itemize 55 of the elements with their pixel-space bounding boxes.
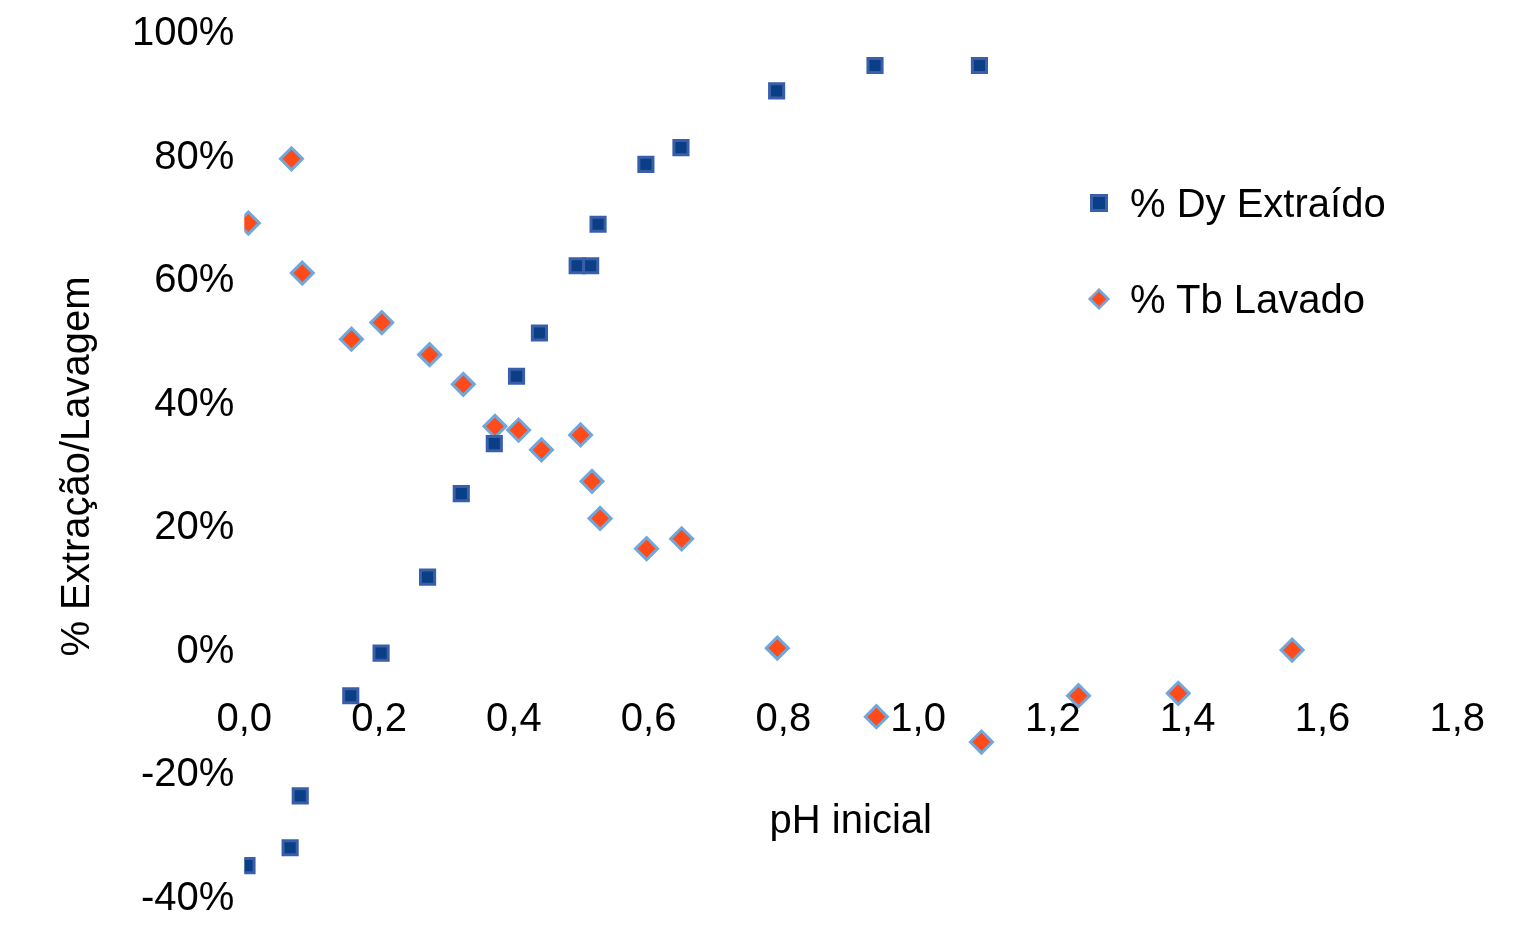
x-tick-label: 0,8 (755, 694, 812, 739)
x-tick-label: 1,0 (890, 694, 946, 739)
point (863, 704, 889, 730)
legend-label: % Dy Extraído (1130, 180, 1386, 226)
point (485, 435, 503, 453)
point (968, 729, 994, 755)
point (579, 468, 605, 494)
x-tick-label: 1,8 (1429, 694, 1485, 739)
y-tick-label: 100% (131, 9, 235, 54)
point (530, 324, 549, 342)
point (672, 139, 690, 157)
point (866, 56, 884, 75)
x-tick-label: 0,4 (486, 694, 542, 739)
point (338, 326, 364, 352)
point (450, 371, 476, 397)
x-tick-label: 1,4 (1159, 694, 1216, 739)
y-tick-label: 0% (176, 626, 235, 671)
point (369, 310, 395, 336)
x-tick-label: 0,2 (351, 694, 407, 739)
point (637, 155, 655, 173)
y-tick-label: -40% (140, 874, 235, 919)
point (417, 342, 443, 368)
y-tick-label: 80% (154, 132, 235, 177)
x-tick-label: 0,0 (216, 694, 273, 739)
point (764, 635, 790, 661)
y-axis-title: % Extração/Lavagem (53, 276, 98, 657)
point (528, 437, 554, 463)
point (289, 260, 315, 286)
point (419, 568, 437, 586)
point (507, 367, 526, 385)
point (452, 485, 470, 503)
point (589, 215, 607, 233)
point (1279, 637, 1305, 663)
x-tick-label: 1,6 (1294, 694, 1351, 739)
y-tick-label: 40% (154, 379, 235, 424)
y-tick-label: 60% (154, 256, 235, 301)
x-tick-label: 1,2 (1025, 694, 1081, 739)
point (281, 839, 299, 857)
point (372, 644, 390, 662)
point (669, 526, 695, 552)
x-axis-title: pH inicial (769, 796, 932, 841)
point (970, 56, 989, 75)
point (506, 417, 532, 443)
point (634, 536, 660, 562)
point (568, 422, 594, 448)
x-tick-label: 0,6 (620, 694, 677, 739)
legend-label: % Tb Lavado (1130, 276, 1365, 322)
point (582, 257, 600, 275)
point (278, 146, 304, 172)
point (768, 82, 786, 100)
y-tick-label: -20% (140, 750, 235, 795)
y-tick-label: 20% (154, 503, 235, 548)
point (342, 687, 360, 705)
point (587, 505, 613, 531)
point (291, 787, 309, 805)
